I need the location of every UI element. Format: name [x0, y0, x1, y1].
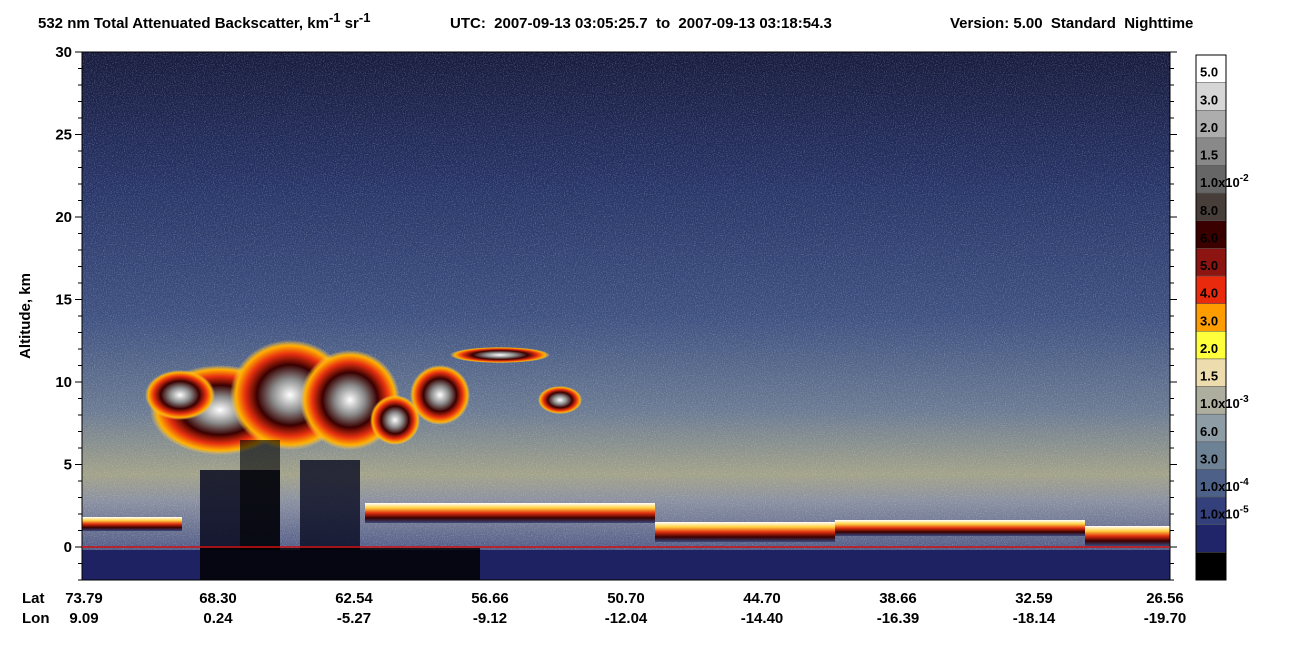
- colorbar-label-text: 8.0: [1200, 203, 1218, 218]
- colorbar-label: 1.0x10-5: [1200, 505, 1249, 522]
- colorbar-label-text: 1.0x10: [1200, 175, 1240, 190]
- lat-label: 62.54: [335, 590, 373, 607]
- y-axis-label: Altitude, km: [17, 273, 34, 359]
- x-row-label: Lat: [22, 590, 45, 607]
- colorbar-label-text: 5.0: [1200, 65, 1218, 80]
- colorbar-label: 5.0: [1200, 258, 1218, 273]
- lon-label: -9.12: [473, 610, 507, 627]
- title-exp: -1: [329, 10, 341, 25]
- colorbar-label-exp: -5: [1240, 505, 1249, 516]
- colorbar-label: 4.0: [1200, 286, 1218, 301]
- lon-label: -12.04: [605, 610, 648, 627]
- curtain-image: [82, 52, 1170, 580]
- colorbar-label-text: 1.5: [1200, 369, 1218, 384]
- colorbar-label: 1.0x10-3: [1200, 394, 1249, 411]
- lat-label: 50.70: [607, 590, 645, 607]
- colorbar-label: 2.0: [1200, 120, 1218, 135]
- colorbar-label-text: 2.0: [1200, 341, 1218, 356]
- title-measure: 532 nm Total Attenuated Backscatter, km: [38, 15, 329, 32]
- colorbar-label-exp: -4: [1240, 477, 1249, 488]
- y-tick-label: 15: [55, 292, 72, 309]
- lat-label: 38.66: [879, 590, 917, 607]
- lon-label: -16.39: [877, 610, 920, 627]
- colorbar-label-exp: -2: [1240, 173, 1249, 184]
- lat-label: 44.70: [743, 590, 781, 607]
- colorbar-label: 1.0x10-2: [1200, 173, 1249, 190]
- y-tick-label: 25: [55, 127, 72, 144]
- lon-label: -18.14: [1013, 610, 1056, 627]
- colorbar-label: 1.5: [1200, 369, 1218, 384]
- y-tick-label: 10: [55, 374, 72, 391]
- colorbar-swatch: [1195, 220, 1227, 249]
- colorbar-label-text: 6.0: [1200, 424, 1218, 439]
- colorbar-label-text: 4.0: [1200, 286, 1218, 301]
- lat-label: 73.79: [65, 590, 103, 607]
- lon-label: -5.27: [337, 610, 371, 627]
- lat-label: 26.56: [1146, 590, 1184, 607]
- colorbar-label-text: 2.0: [1200, 120, 1218, 135]
- colorbar-swatch: [1195, 192, 1227, 222]
- colorbar-label: 1.5: [1200, 148, 1218, 163]
- colorbar-label: 8.0: [1200, 203, 1218, 218]
- colorbar-swatch: [1195, 524, 1227, 553]
- lat-label: 32.59: [1015, 590, 1053, 607]
- lat-label: 56.66: [471, 590, 509, 607]
- colorbar-swatch: [1195, 165, 1227, 194]
- title-utc: UTC: 2007-09-13 03:05:25.7 to 2007-09-13…: [450, 15, 832, 32]
- colorbar-swatch: [1195, 82, 1227, 111]
- colorbar-label: 5.0: [1200, 65, 1218, 80]
- colorbar-swatch: [1195, 552, 1227, 581]
- colorbar-label: 3.0: [1200, 451, 1218, 466]
- colorbar-label: 3.0: [1200, 92, 1218, 107]
- colorbar-label: 2.0: [1200, 341, 1218, 356]
- lat-label: 68.30: [199, 590, 237, 607]
- title: 532 nm Total Attenuated Backscatter, km-…: [38, 9, 1193, 32]
- colorbar-label-text: 1.0x10: [1200, 479, 1240, 494]
- y-tick-label: 30: [55, 44, 72, 61]
- colorbar-swatch: [1195, 496, 1227, 525]
- colorbar-label-text: 1.0x10: [1200, 396, 1240, 411]
- colorbar-label: 6.0: [1200, 424, 1218, 439]
- colorbar-label-text: 5.0: [1200, 258, 1218, 273]
- colorbar-label: 1.0x10-4: [1200, 477, 1249, 494]
- colorbar-label-text: 1.5: [1200, 148, 1218, 163]
- y-tick-label: 20: [55, 209, 72, 226]
- lon-label: 0.24: [203, 610, 233, 627]
- lon-label: -19.70: [1144, 610, 1187, 627]
- colorbar-label: 3.0: [1200, 313, 1218, 328]
- lon-label: 9.09: [69, 610, 98, 627]
- colorbar-label-text: 6.0: [1200, 230, 1218, 245]
- lon-label: -14.40: [741, 610, 784, 627]
- colorbar-label-text: 3.0: [1200, 451, 1218, 466]
- y-tick-label: 5: [64, 457, 72, 474]
- colorbar-label-text: 3.0: [1200, 92, 1218, 107]
- colorbar-swatch: [1195, 331, 1227, 360]
- x-row-label: Lon: [22, 610, 50, 627]
- colorbar-label-exp: -3: [1240, 394, 1249, 405]
- colorbar-swatch: [1195, 413, 1227, 443]
- y-tick-label: 0: [64, 539, 72, 556]
- colorbar-label-text: 3.0: [1200, 313, 1218, 328]
- colorbar-frame: [1195, 54, 1227, 581]
- title-version: Version: 5.00 Standard Nighttime: [950, 15, 1193, 32]
- colorbar-label: 6.0: [1200, 230, 1218, 245]
- colorbar-label-text: 1.0x10: [1200, 507, 1240, 522]
- title-sr: sr: [341, 15, 360, 32]
- title-exp: -1: [359, 10, 371, 25]
